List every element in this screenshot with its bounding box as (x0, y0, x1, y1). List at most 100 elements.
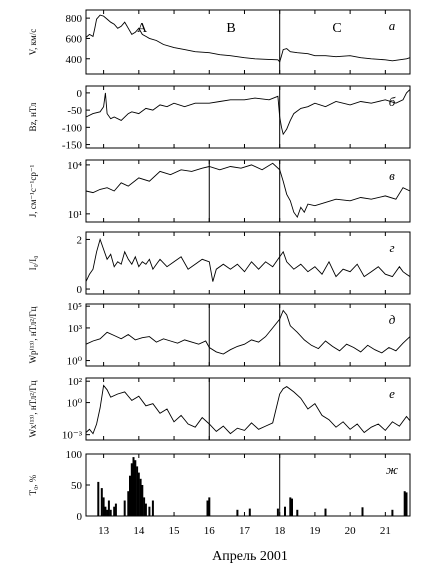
panels: 400 600 800 V, км/с а -150 -100 -50 0 Bz, нТл б 10¹… (28, 9, 411, 523)
panel-2-series-0 (85, 162, 411, 219)
panel-6-bar-24 (208, 497, 211, 516)
panel-3-ytick-label-0: 0 (77, 284, 83, 296)
panel-1: -150 -100 -50 0 Bz, нТл б (28, 85, 411, 152)
x-tick-label-4: 17 (239, 525, 251, 537)
panel-0-ytick-label-2: 800 (66, 13, 83, 25)
panel-5: 10⁻³ 10⁰ 10² Wx⁽¹³⁾, нТл²/Гц е (28, 376, 411, 442)
panel-4-label: д (389, 312, 396, 327)
panel-6-bar-35 (403, 491, 406, 516)
panel-6-bar-2 (102, 497, 105, 516)
panel-6-ytick-label-0: 0 (77, 511, 83, 523)
panel-1-ytick-label-2: -50 (67, 105, 82, 117)
panel-6-bar-28 (284, 506, 286, 516)
panel-5-frame (85, 377, 411, 441)
panel-1-series-0 (85, 89, 411, 136)
panel-3-ylabel: I₀/I₀ (28, 256, 38, 271)
panel-6-ytick-label-1: 50 (71, 480, 83, 492)
panel-4-ylabel: Wp⁽¹³⁾, нТл²/Гц (28, 306, 38, 363)
panel-6-bar-7 (113, 506, 116, 516)
panel-6-bar-19 (143, 497, 146, 516)
panel-6-bar-26 (248, 508, 251, 516)
panel-6-label: ж (386, 462, 398, 477)
panel-6-bar-9 (123, 500, 126, 516)
panel-6-bar-6 (109, 509, 112, 516)
panel-6-bar-34 (391, 509, 394, 516)
panel-6-bar-11 (129, 475, 131, 516)
region-label-b: B (226, 21, 235, 36)
panel-0-label: а (389, 18, 396, 33)
panel-6-bar-31 (296, 509, 299, 516)
panel-3-label: г (389, 240, 394, 255)
panel-6-bar-14 (134, 460, 137, 516)
panel-2: 10¹ 10⁴ J, см⁻¹с⁻¹ср⁻¹ в (28, 159, 411, 223)
panel-1-ylabel: Bz, нТл (28, 102, 38, 131)
panel-5-ytick-label-2: 10² (68, 376, 83, 388)
panel-2-ylabel: J, см⁻¹с⁻¹ср⁻¹ (28, 164, 38, 217)
panel-0-ytick-label-0: 400 (66, 54, 83, 66)
panel-6-bar-10 (127, 491, 130, 516)
panel-6-bar-27 (276, 508, 279, 516)
panel-1-ytick-label-3: 0 (77, 88, 83, 100)
panel-3: 0 2 I₀/I₀ г (28, 231, 411, 296)
panel-6-bar-3 (104, 506, 107, 516)
panel-3-series-0 (85, 237, 411, 282)
panel-4: 10⁰ 10³ 10⁵ Wp⁽¹³⁾, нТл²/Гц д (28, 301, 411, 368)
panel-6-ytick-label-2: 100 (66, 449, 83, 461)
panel-6-bar-15 (136, 466, 139, 516)
panel-6-bar-30 (291, 498, 293, 516)
panel-0-series-0 (85, 14, 411, 63)
panel-0-ylabel: V, км/с (28, 29, 38, 55)
panel-4-ytick-label-2: 10⁵ (67, 301, 82, 313)
panel-6-bar-5 (107, 500, 110, 516)
panel-5-label: е (389, 386, 395, 401)
x-tick-label-3: 16 (204, 525, 216, 537)
x-tick-label-8: 21 (380, 525, 391, 537)
panel-6-bar-4 (106, 509, 109, 516)
panel-5-ytick-label-0: 10⁻³ (62, 430, 83, 442)
panel-6-bar-0 (97, 481, 100, 516)
x-tick-label-2: 15 (169, 525, 181, 537)
panel-6: 0 50 100 T₀, % ж (28, 449, 411, 523)
panel-3-frame (85, 231, 411, 295)
panel-0-frame (85, 9, 411, 75)
panel-2-ytick-label-0: 10¹ (68, 209, 82, 221)
x-axis-title: Апрель 2001 (212, 549, 288, 564)
panel-6-ylabel: T₀, % (28, 474, 38, 495)
panel-6-bar-12 (130, 463, 133, 516)
panel-5-ylabel: Wx⁽¹³⁾, нТл²/Гц (28, 380, 38, 437)
panel-4-series-0 (85, 309, 411, 355)
panel-6-bar-16 (137, 472, 140, 516)
panel-4-ytick-label-1: 10³ (68, 323, 83, 335)
panel-6-bar-32 (324, 508, 327, 516)
panel-4-frame (85, 303, 411, 367)
panel-1-frame (85, 85, 411, 149)
panel-0: 400 600 800 V, км/с а (28, 9, 411, 75)
panel-2-label: в (389, 168, 395, 183)
panel-6-bar-13 (132, 457, 135, 516)
panel-6-bar-18 (141, 485, 144, 516)
panel-6-bar-22 (151, 500, 154, 516)
panel-2-frame (85, 159, 411, 223)
x-tick-label-6: 19 (309, 525, 321, 537)
panel-4-ytick-label-0: 10⁰ (67, 356, 83, 368)
panel-6-bar-20 (144, 503, 147, 516)
panel-2-ytick-label-1: 10⁴ (67, 160, 82, 172)
x-axis: 13 14 15 16 17 18 19 20 21 (98, 525, 391, 537)
x-tick-label-5: 18 (274, 525, 286, 537)
panel-6-bar-23 (206, 500, 209, 516)
panel-6-bar-33 (361, 507, 364, 516)
panel-1-ytick-label-1: -100 (62, 122, 83, 134)
region-label-a: A (137, 21, 148, 36)
panel-6-bar-36 (405, 492, 408, 516)
panel-6-bar-8 (114, 503, 117, 516)
x-tick-label-1: 14 (133, 525, 145, 537)
x-tick-label-7: 20 (345, 525, 357, 537)
region-label-c: C (332, 21, 341, 36)
panel-3-ytick-label-1: 2 (77, 234, 83, 246)
panel-1-label: б (389, 94, 396, 109)
panel-5-series-0 (85, 384, 411, 435)
panel-1-ytick-label-0: -150 (62, 140, 83, 152)
panel-6-bar-29 (289, 497, 292, 516)
panel-5-ytick-label-1: 10⁰ (67, 398, 83, 410)
